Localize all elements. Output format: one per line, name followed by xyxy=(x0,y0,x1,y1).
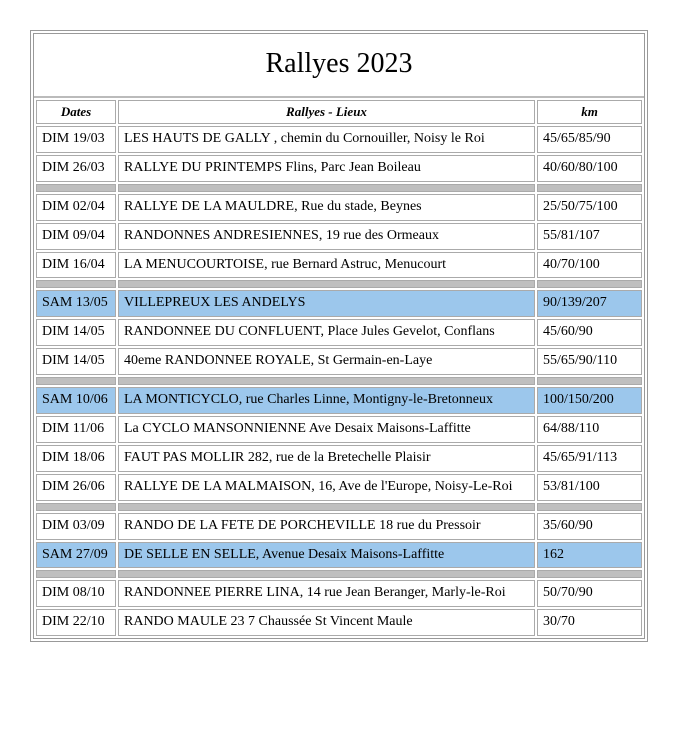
table-row: DIM 19/03LES HAUTS DE GALLY , chemin du … xyxy=(36,126,642,153)
cell-event: DE SELLE EN SELLE, Avenue Desaix Maisons… xyxy=(118,542,535,569)
cell-km: 40/60/80/100 xyxy=(537,155,642,182)
cell-event: 40eme RANDONNEE ROYALE, St Germain-en-La… xyxy=(118,348,535,375)
cell-date: DIM 02/04 xyxy=(36,194,116,221)
cell-event: RANDO MAULE 23 7 Chaussée St Vincent Mau… xyxy=(118,609,535,636)
cell-date: DIM 09/04 xyxy=(36,223,116,250)
cell-date: DIM 19/03 xyxy=(36,126,116,153)
cell-km: 30/70 xyxy=(537,609,642,636)
separator-row xyxy=(36,570,642,578)
separator-cell xyxy=(118,570,535,578)
table-row: DIM 14/05RANDONNEE DU CONFLUENT, Place J… xyxy=(36,319,642,346)
table-row: DIM 11/06La CYCLO MANSONNIENNE Ave Desai… xyxy=(36,416,642,443)
table-row: DIM 26/03RALLYE DU PRINTEMPS Flins, Parc… xyxy=(36,155,642,182)
separator-row xyxy=(36,280,642,288)
table-row: DIM 08/10RANDONNEE PIERRE LINA, 14 rue J… xyxy=(36,580,642,607)
table-row: DIM 02/04RALLYE DE LA MAULDRE, Rue du st… xyxy=(36,194,642,221)
table-frame: Rallyes 2023 Dates Rallyes - Lieux km DI… xyxy=(30,30,648,642)
separator-cell xyxy=(118,280,535,288)
cell-event: RALLYE DE LA MAULDRE, Rue du stade, Beyn… xyxy=(118,194,535,221)
cell-event: RALLYE DE LA MALMAISON, 16, Ave de l'Eur… xyxy=(118,474,535,501)
cell-km: 25/50/75/100 xyxy=(537,194,642,221)
header-dates: Dates xyxy=(36,100,116,124)
cell-date: SAM 10/06 xyxy=(36,387,116,414)
cell-date: DIM 03/09 xyxy=(36,513,116,540)
cell-event: VILLEPREUX LES ANDELYS xyxy=(118,290,535,317)
cell-event: RANDONNEE DU CONFLUENT, Place Jules Geve… xyxy=(118,319,535,346)
separator-cell xyxy=(36,184,116,192)
cell-km: 45/65/85/90 xyxy=(537,126,642,153)
cell-event: RALLYE DU PRINTEMPS Flins, Parc Jean Boi… xyxy=(118,155,535,182)
table-row: DIM 18/06FAUT PAS MOLLIR 282, rue de la … xyxy=(36,445,642,472)
separator-cell xyxy=(537,570,642,578)
separator-row xyxy=(36,377,642,385)
cell-date: DIM 26/06 xyxy=(36,474,116,501)
cell-km: 64/88/110 xyxy=(537,416,642,443)
cell-date: DIM 11/06 xyxy=(36,416,116,443)
table-row: SAM 27/09DE SELLE EN SELLE, Avenue Desai… xyxy=(36,542,642,569)
table-row: DIM 22/10RANDO MAULE 23 7 Chaussée St Vi… xyxy=(36,609,642,636)
header-km: km xyxy=(537,100,642,124)
cell-km: 55/81/107 xyxy=(537,223,642,250)
separator-cell xyxy=(36,377,116,385)
cell-km: 162 xyxy=(537,542,642,569)
table-row: SAM 13/05VILLEPREUX LES ANDELYS90/139/20… xyxy=(36,290,642,317)
page-title: Rallyes 2023 xyxy=(34,34,644,98)
cell-event: RANDONNES ANDRESIENNES, 19 rue des Ormea… xyxy=(118,223,535,250)
table-row: DIM 14/0540eme RANDONNEE ROYALE, St Germ… xyxy=(36,348,642,375)
cell-date: DIM 22/10 xyxy=(36,609,116,636)
separator-cell xyxy=(537,503,642,511)
separator-row xyxy=(36,503,642,511)
separator-cell xyxy=(118,503,535,511)
header-row: Dates Rallyes - Lieux km xyxy=(36,100,642,124)
cell-date: DIM 18/06 xyxy=(36,445,116,472)
cell-date: SAM 13/05 xyxy=(36,290,116,317)
separator-cell xyxy=(537,280,642,288)
table-container: Rallyes 2023 Dates Rallyes - Lieux km DI… xyxy=(33,33,645,639)
cell-km: 45/65/91/113 xyxy=(537,445,642,472)
cell-event: RANDO DE LA FETE DE PORCHEVILLE 18 rue d… xyxy=(118,513,535,540)
cell-km: 40/70/100 xyxy=(537,252,642,279)
cell-km: 50/70/90 xyxy=(537,580,642,607)
cell-event: LA MENUCOURTOISE, rue Bernard Astruc, Me… xyxy=(118,252,535,279)
cell-date: DIM 16/04 xyxy=(36,252,116,279)
cell-date: SAM 27/09 xyxy=(36,542,116,569)
cell-event: LA MONTICYCLO, rue Charles Linne, Montig… xyxy=(118,387,535,414)
cell-km: 90/139/207 xyxy=(537,290,642,317)
cell-event: RANDONNEE PIERRE LINA, 14 rue Jean Beran… xyxy=(118,580,535,607)
table-row: DIM 09/04RANDONNES ANDRESIENNES, 19 rue … xyxy=(36,223,642,250)
table-row: DIM 26/06RALLYE DE LA MALMAISON, 16, Ave… xyxy=(36,474,642,501)
cell-date: DIM 14/05 xyxy=(36,348,116,375)
separator-cell xyxy=(36,570,116,578)
separator-row xyxy=(36,184,642,192)
cell-date: DIM 26/03 xyxy=(36,155,116,182)
separator-cell xyxy=(537,377,642,385)
cell-km: 100/150/200 xyxy=(537,387,642,414)
separator-cell xyxy=(537,184,642,192)
cell-km: 55/65/90/110 xyxy=(537,348,642,375)
table-row: SAM 10/06LA MONTICYCLO, rue Charles Linn… xyxy=(36,387,642,414)
table-row: DIM 03/09RANDO DE LA FETE DE PORCHEVILLE… xyxy=(36,513,642,540)
separator-cell xyxy=(36,503,116,511)
separator-cell xyxy=(36,280,116,288)
cell-event: FAUT PAS MOLLIR 282, rue de la Bretechel… xyxy=(118,445,535,472)
cell-date: DIM 14/05 xyxy=(36,319,116,346)
cell-event: LES HAUTS DE GALLY , chemin du Cornouill… xyxy=(118,126,535,153)
separator-cell xyxy=(118,377,535,385)
separator-cell xyxy=(118,184,535,192)
table-row: DIM 16/04LA MENUCOURTOISE, rue Bernard A… xyxy=(36,252,642,279)
cell-km: 35/60/90 xyxy=(537,513,642,540)
cell-km: 45/60/90 xyxy=(537,319,642,346)
cell-date: DIM 08/10 xyxy=(36,580,116,607)
cell-km: 53/81/100 xyxy=(537,474,642,501)
cell-event: La CYCLO MANSONNIENNE Ave Desaix Maisons… xyxy=(118,416,535,443)
header-event: Rallyes - Lieux xyxy=(118,100,535,124)
rally-table: Dates Rallyes - Lieux km DIM 19/03LES HA… xyxy=(34,98,644,638)
